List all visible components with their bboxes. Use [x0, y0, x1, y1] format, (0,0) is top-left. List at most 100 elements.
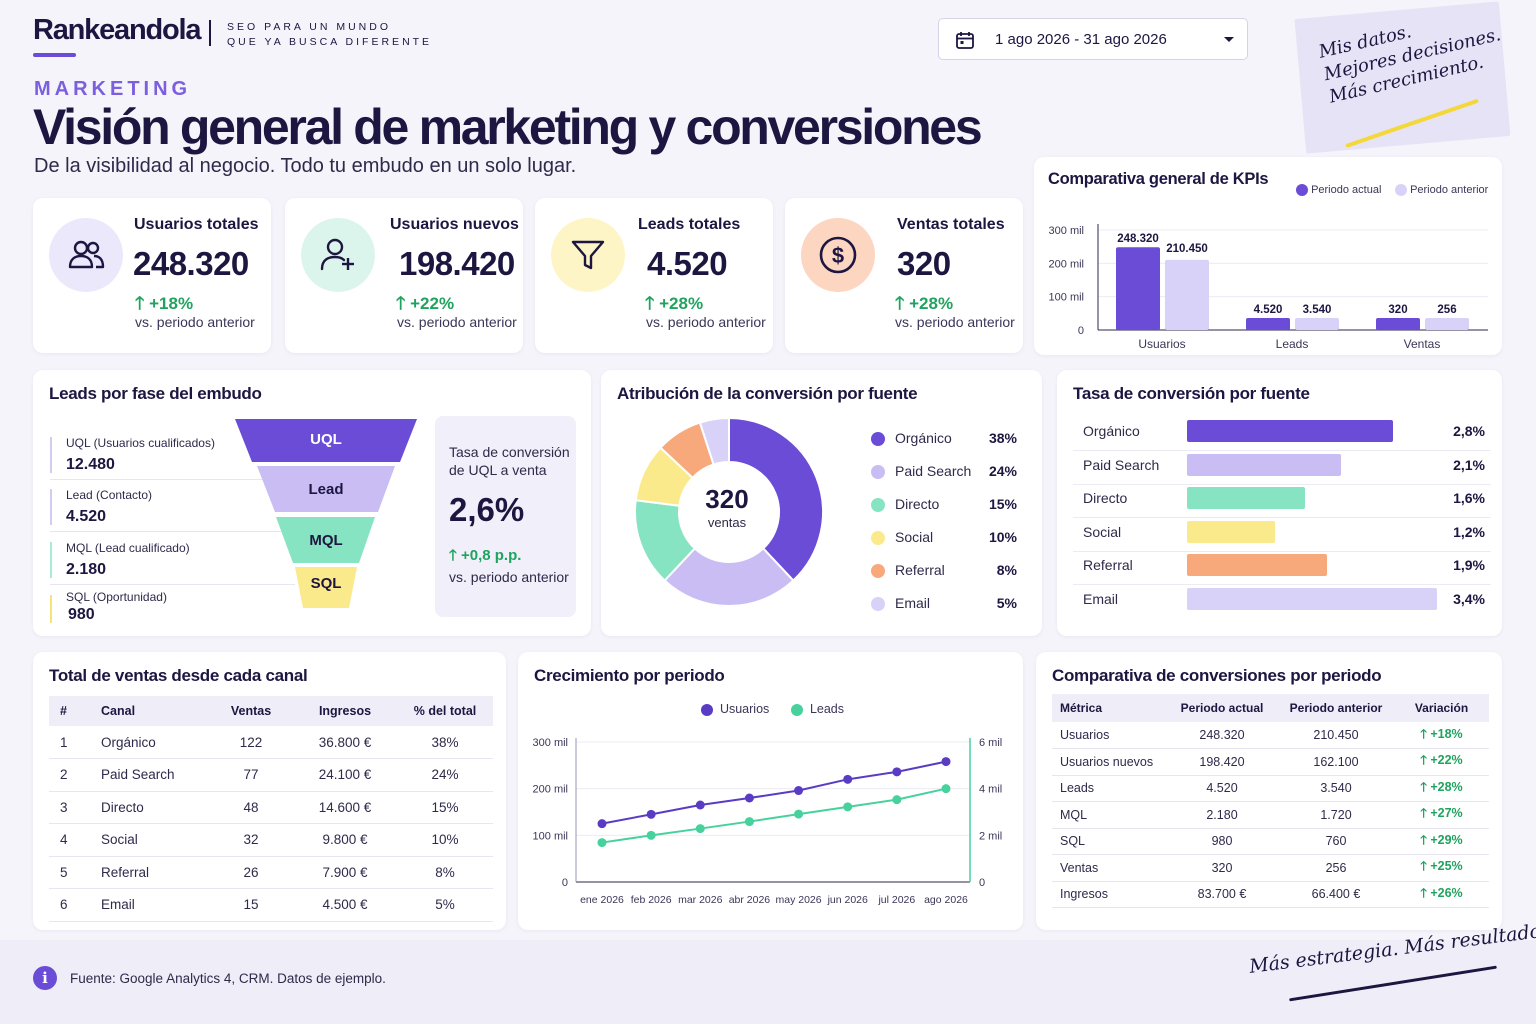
table-cell: 8% — [397, 856, 493, 889]
table-cell: 14.600 € — [293, 791, 397, 824]
arrow-up-icon: 🡑 — [1420, 726, 1427, 741]
legend-item: Orgánico 38% — [871, 425, 1021, 458]
sales-table-title: Total de ventas desde cada canal — [49, 666, 308, 685]
table-row: 5 Referral 26 7.900 €8% — [49, 856, 493, 889]
date-range-picker[interactable]: 1 ago 2026 - 31 ago 2026 — [938, 18, 1248, 60]
source-name: Directo — [1083, 490, 1128, 506]
legend-name: Email — [895, 595, 931, 611]
x-tick-label: ene 2026 — [580, 894, 624, 906]
chevron-down-icon[interactable] — [1223, 36, 1235, 44]
x-tick-label: mar 2026 — [678, 894, 723, 906]
table-cell: 6 — [49, 888, 91, 922]
y-right-tick-label: 2 mil — [979, 830, 1002, 842]
stage-value: 2.180 — [66, 561, 107, 578]
funnel-title: Leads por fase del embudo — [49, 384, 262, 403]
dollar-icon: $ — [801, 218, 875, 292]
compare-table: Métrica Periodo actual Periodo anterior … — [1052, 694, 1489, 908]
table-cell: 3.540 — [1278, 775, 1394, 802]
legend-current: Periodo actual — [1296, 184, 1381, 197]
col-header: # — [49, 696, 91, 726]
table-cell: 48 — [209, 791, 293, 824]
table-row: Ventas 320 256 🡑 +25% — [1052, 854, 1489, 882]
table-cell: 77 — [209, 758, 293, 792]
table-cell: Social — [91, 823, 209, 857]
kpi-delta: 🡑 +28% — [895, 293, 954, 313]
footer: i Fuente: Google Analytics 4, CRM. Datos… — [0, 918, 1536, 1024]
table-header-row: Métrica Periodo actual Periodo anterior … — [1052, 694, 1489, 722]
kpi-delta: 🡑 +18% — [135, 293, 194, 313]
conversion-row: Directo 1,6% — [1073, 485, 1491, 518]
kpi-card-new-users: Usuarios nuevos 198.420 🡑 +22% vs. perio… — [285, 198, 523, 353]
bar-value-label: 210.450 — [1166, 243, 1208, 255]
y-right-tick-label: 6 mil — [979, 737, 1002, 749]
sales-table: # Canal Ventas Ingresos % del total 1 Org… — [49, 696, 493, 922]
kpi-value: 320 — [897, 245, 951, 282]
table-cell: 162.100 — [1278, 748, 1394, 776]
conversion-rate-box: Tasa de conversión de UQL a venta 2,6% 🡑… — [435, 416, 576, 617]
table-cell: 🡑 +25% — [1394, 854, 1489, 882]
table-cell: 4.500 € — [293, 888, 397, 922]
legend-name: Social — [895, 529, 934, 545]
note-text: Mis datos. Mejores decisiones. Más creci… — [1317, 1, 1509, 109]
tagline-line-2: QUE YA BUSCA DIFERENTE — [227, 36, 433, 48]
rate-bar — [1187, 554, 1327, 576]
rate-bar — [1187, 487, 1305, 509]
logo-underline — [33, 53, 76, 57]
bar-previous — [1165, 259, 1209, 330]
conversion-rate-chart: Orgánico 2,8% Paid Search 2,1% Directo 1,6… — [1057, 370, 1502, 636]
rate-value: 1,9% — [1453, 557, 1485, 573]
x-tick-label: Usuarios — [1138, 337, 1185, 351]
kpi-compare-chart: 0 100 mil 200 mil 300 mil 248.320 210.450 Usua… — [1049, 224, 1488, 351]
table-row: 4 Social 32 9.800 €10% — [49, 823, 493, 857]
stage-label: MQL (Lead cualificado) — [66, 541, 190, 555]
funnel-label-mql: MQL — [309, 532, 343, 549]
conversion-row: Referral 1,9% — [1073, 552, 1491, 585]
table-cell: 122 — [209, 726, 293, 759]
legend-name: Directo — [895, 496, 940, 512]
col-header: Ventas — [209, 696, 293, 726]
kpi-delta: 🡑 +28% — [645, 293, 704, 313]
stage-label: Lead (Contacto) — [66, 488, 153, 502]
donut-center-label: ventas — [707, 515, 747, 530]
col-header: Periodo anterior — [1278, 694, 1394, 722]
rate-value: 3,4% — [1453, 590, 1485, 607]
funnel-bar-uql — [235, 419, 417, 462]
info-icon: i — [33, 966, 57, 990]
x-tick-label: abr 2026 — [729, 894, 771, 906]
table-cell: 10% — [397, 823, 493, 857]
table-row: Leads 4.520 3.540 🡑 +28% — [1052, 775, 1489, 802]
table-row: Usuarios nuevos 198.420 162.100 🡑 +22% — [1052, 748, 1489, 776]
kpi-card-users: Usuarios totales 248.320 🡑 +18% vs. peri… — [33, 198, 271, 353]
table-cell: MQL — [1052, 801, 1166, 829]
series-point — [744, 817, 754, 827]
kpi-vs: vs. periodo anterior — [895, 314, 1015, 330]
funnel-card: Leads por fase del embudo UQL (Usuarios … — [33, 370, 591, 636]
conversion-value: 2,6% — [449, 491, 525, 528]
y-left-tick-label: 200 mil — [533, 784, 568, 796]
table-cell: 5 — [49, 856, 91, 889]
table-cell: Leads — [1052, 775, 1166, 802]
table-cell: Email — [91, 888, 209, 922]
col-header: Canal — [91, 696, 209, 726]
table-cell: 36.800 € — [293, 726, 397, 759]
table-cell: 🡑 +29% — [1394, 828, 1489, 855]
series-line-leads — [601, 787, 947, 844]
x-tick-label: jun 2026 — [827, 894, 868, 906]
funnel-label-lead: Lead — [308, 481, 344, 498]
y-left-tick-label: 300 mil — [533, 737, 568, 749]
table-header-row: # Canal Ventas Ingresos % del total — [49, 696, 493, 726]
rate-value: 1,6% — [1453, 490, 1485, 506]
table-cell: 2.180 — [1166, 801, 1278, 829]
table-cell: Referral — [91, 856, 209, 889]
legend-users: Usuarios — [701, 702, 769, 716]
funnel-stage-lead: Lead (Contacto) 4.520 — [50, 486, 295, 532]
legend-pct: 24% — [988, 463, 1017, 479]
source-name: Social — [1083, 523, 1122, 540]
source-name: Referral — [1083, 557, 1133, 573]
arrow-up-icon: 🡑 — [1420, 806, 1427, 821]
legend-item: Email 5% — [871, 590, 1021, 623]
table-row: 2 Paid Search 77 24.100 €24% — [49, 758, 493, 792]
y-right-tick-label: 4 mil — [979, 784, 1002, 796]
rate-value: 2,1% — [1453, 456, 1485, 473]
attribution-title: Atribución de la conversión por fuente — [617, 384, 918, 403]
